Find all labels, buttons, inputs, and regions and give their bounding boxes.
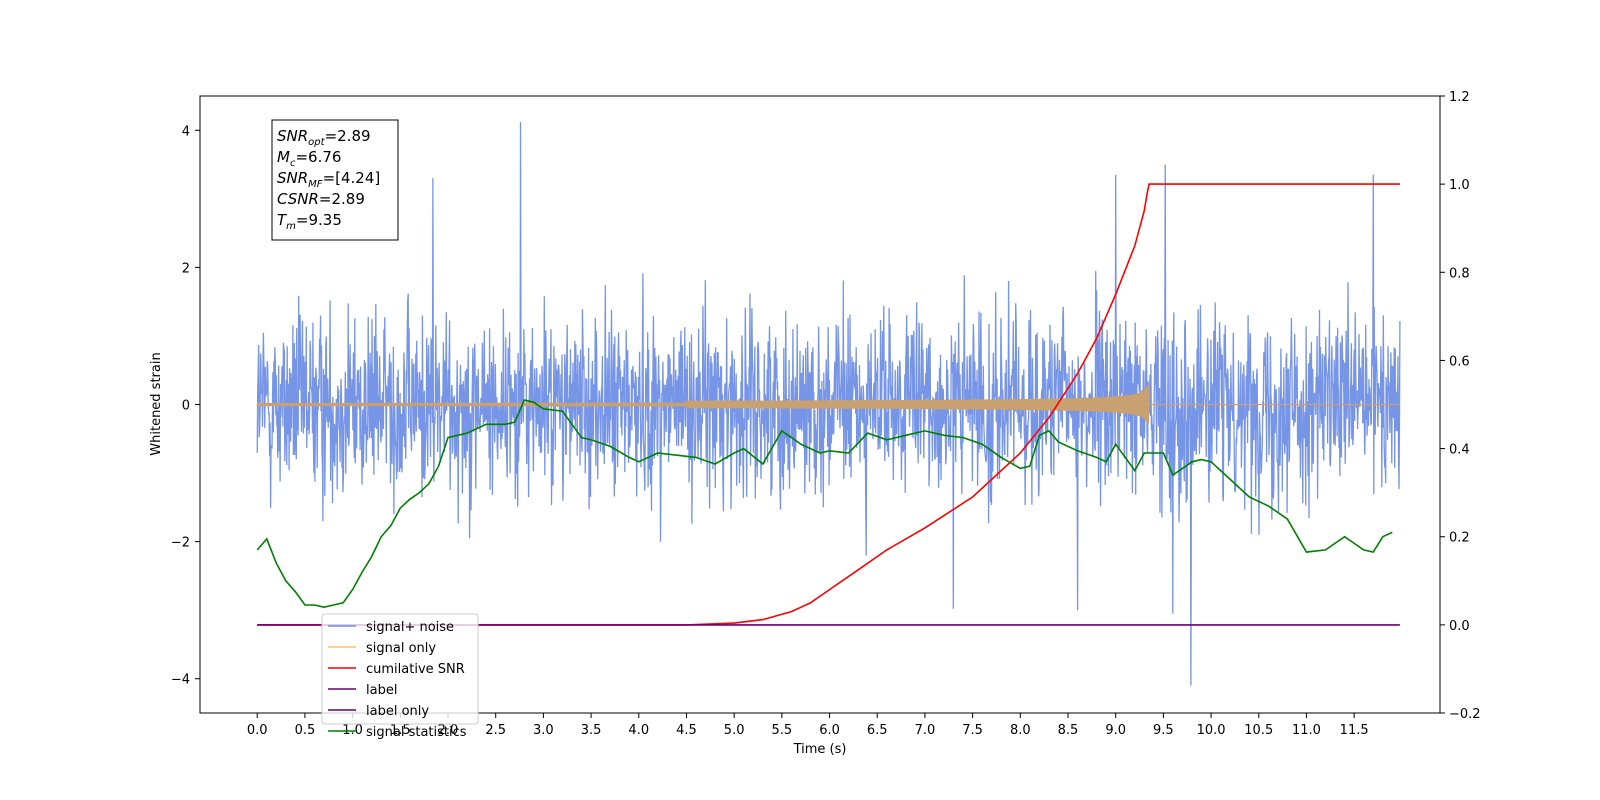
x-tick-label-9: 4.5: [676, 723, 697, 738]
y-axis-label-left: Whitened strain: [149, 352, 164, 455]
y-right-tick-label-1: 0.0: [1449, 619, 1470, 634]
annotation-line-1: Mc=6.76: [277, 148, 341, 169]
y-left-tick-label-4: 4: [182, 124, 190, 139]
legend: signal+ noise signal only cumilative SNR la…: [321, 613, 479, 740]
legend-label-0: signal+ noise: [366, 620, 454, 635]
y-right-tick-label-3: 0.4: [1449, 443, 1470, 458]
annotation-line-0: SNRopt=2.89: [277, 127, 371, 148]
x-tick-label-15: 7.5: [962, 723, 983, 738]
annotation-line-4: Tm=9.35: [277, 211, 342, 232]
y-left-tick-label-2: 0: [182, 399, 190, 414]
series-signal-noise-line: [256, 122, 1401, 686]
series-signal-only-line: [256, 385, 1400, 424]
x-tick-label-14: 7.0: [915, 723, 936, 738]
y-right-tick-label-6: 1.0: [1449, 178, 1470, 193]
y-right-tick-label-5: 0.8: [1449, 266, 1470, 281]
x-tick-label-1: 0.5: [295, 723, 316, 738]
x-axis-label: Time (s): [793, 742, 847, 757]
y-left-tick-label-3: 2: [182, 261, 190, 276]
x-tick-label-17: 8.5: [1058, 723, 1079, 738]
annotation-line-2: SNRMF=[4.24]: [277, 169, 380, 190]
x-tick-label-11: 5.5: [772, 723, 793, 738]
x-tick-label-20: 10.0: [1197, 723, 1226, 738]
x-tick-label-21: 10.5: [1244, 723, 1273, 738]
legend-label-4: label only: [366, 704, 429, 719]
x-tick-label-0: 0.0: [247, 723, 268, 738]
x-tick-label-5: 2.5: [485, 723, 506, 738]
legend-label-1: signal only: [366, 641, 436, 656]
series-cumilative-snr-line: [257, 183, 1400, 626]
x-tick-label-13: 6.5: [867, 723, 888, 738]
x-tick-label-18: 9.0: [1105, 723, 1126, 738]
y-right-tick-label-2: 0.2: [1449, 531, 1470, 546]
legend-label-3: label: [366, 683, 397, 698]
x-tick-label-8: 4.0: [628, 723, 649, 738]
x-tick-label-10: 5.0: [724, 723, 745, 738]
legend-label-5: signal statistics: [366, 725, 467, 740]
x-tick-label-19: 9.5: [1153, 723, 1174, 738]
y-right-tick-label-0: −0.2: [1449, 707, 1481, 722]
y-right-tick-label-4: 0.6: [1449, 354, 1470, 369]
y-left-tick-label-0: −4: [171, 673, 190, 688]
x-tick-label-23: 11.5: [1340, 723, 1369, 738]
series-signal-statistics-line: [256, 399, 1393, 609]
x-tick-label-16: 8.0: [1010, 723, 1031, 738]
annotation-frame: [271, 119, 399, 241]
x-tick-label-12: 6.0: [819, 723, 840, 738]
x-tick-label-3: 1.5: [390, 723, 411, 738]
x-tick-label-4: 2.0: [438, 723, 459, 738]
annotation-line-3: CSNR=2.89: [277, 190, 365, 208]
x-tick-label-22: 11.0: [1292, 723, 1321, 738]
x-tick-label-7: 3.5: [581, 723, 602, 738]
legend-frame: [321, 613, 479, 725]
y-right-tick-label-7: 1.2: [1449, 90, 1470, 105]
legend-label-2: cumilative SNR: [366, 662, 465, 677]
x-tick-label-6: 3.0: [533, 723, 554, 738]
y-left-tick-label-1: −2: [171, 536, 190, 551]
